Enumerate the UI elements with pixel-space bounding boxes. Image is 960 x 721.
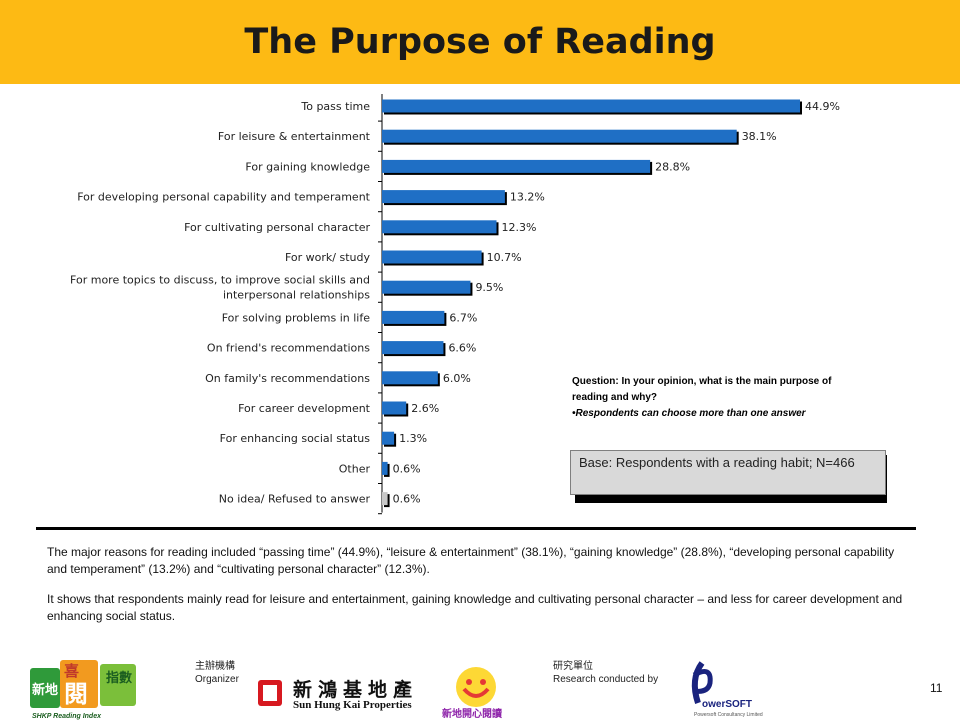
research-label-en: Research conducted by [553, 674, 659, 685]
bar-value-label: 12.3% [502, 221, 537, 234]
shk-name-en: Sun Hung Kai Properties [293, 699, 412, 711]
bar [382, 401, 407, 415]
bar-value-label: 44.9% [805, 100, 840, 113]
category-label: For leisure & entertainment [218, 130, 371, 143]
base-box: Base: Respondents with a reading habit; … [570, 450, 886, 495]
bar-value-label: 6.6% [448, 342, 476, 355]
question-note: •Respondents can choose more than one an… [572, 408, 806, 419]
category-label: For solving problems in life [222, 311, 370, 324]
bar [382, 341, 444, 355]
category-label: For enhancing social status [220, 432, 371, 445]
bar-value-label: 0.6% [393, 493, 421, 506]
summary-paragraph-2: It shows that respondents mainly read fo… [47, 592, 903, 623]
page-title: The Purpose of Reading [244, 22, 716, 62]
category-label: On friend's recommendations [207, 342, 370, 355]
shk-logo-mark-icon [258, 680, 282, 706]
category-label: For cultivating personal character [184, 221, 370, 234]
bar [382, 220, 497, 234]
category-label: No idea/ Refused to answer [219, 493, 371, 506]
page-number: 11 [930, 681, 943, 695]
category-label: For work/ study [285, 251, 371, 264]
bar [382, 129, 737, 143]
summary-text: The major reasons for reading included “… [47, 544, 917, 638]
bar [382, 250, 482, 264]
category-label: Other [339, 462, 371, 475]
bar-value-label: 6.0% [443, 372, 471, 385]
category-label: On family's recommendations [205, 372, 370, 385]
bar [382, 280, 471, 294]
logo-smile-text: 新地開心閱讀 [442, 707, 502, 720]
summary-paragraph-1: The major reasons for reading included “… [47, 545, 895, 576]
footer: 喜 新地 閱 指數 SHKP Reading Index 主辦機構 Organi… [0, 655, 960, 720]
bar [382, 371, 438, 385]
research-label-cn: 研究單位 [553, 661, 593, 672]
category-label: For more topics to discuss, to improve s… [70, 274, 370, 287]
bar [382, 431, 395, 445]
shkp-reading-index-logo: 喜 新地 閱 指數 SHKP Reading Index [28, 660, 140, 720]
bar-value-label: 2.6% [411, 402, 439, 415]
bar [382, 492, 388, 506]
category-label: For career development [238, 402, 371, 415]
logo-ps-sub: Powersoft Consultancy Limited [694, 712, 763, 718]
category-label: interpersonal relationships [223, 289, 370, 302]
bar-value-label: 13.2% [510, 191, 545, 204]
logo-shkp-cn-main: 閱 [64, 681, 88, 708]
question-label: Question: In your opinion, what is the m… [572, 376, 832, 403]
bar-value-label: 10.7% [487, 251, 522, 264]
bar-value-label: 9.5% [475, 281, 503, 294]
shk-name-cn: 新鴻基地產 [293, 679, 419, 701]
category-label: For developing personal capability and t… [77, 191, 370, 204]
bar-value-label: 1.3% [399, 432, 427, 445]
organizer-label-en: Organizer [195, 674, 239, 685]
logo-shkp-en: SHKP Reading Index [32, 713, 102, 720]
logo-ps-text: owerSOFT [702, 699, 752, 710]
bar [382, 159, 651, 173]
title-banner: The Purpose of Reading [0, 0, 960, 84]
research-label: 研究單位 Research conducted by [553, 660, 658, 686]
bar [382, 310, 445, 324]
bar-value-label: 0.6% [393, 462, 421, 475]
logo-shkp-cn-mid: 新地 [32, 682, 58, 697]
organizer-label: 主辦機構 Organizer [195, 660, 239, 686]
category-label: For gaining knowledge [245, 160, 370, 173]
bar-value-label: 28.8% [655, 160, 690, 173]
happy-reading-logo: 新地開心閱讀 [442, 667, 502, 720]
powersoft-logo: owerSOFT Powersoft Consultancy Limited [691, 661, 763, 718]
bar-value-label: 38.1% [742, 130, 777, 143]
question-text: Question: In your opinion, what is the m… [572, 374, 852, 422]
bar-value-label: 6.7% [449, 311, 477, 324]
bar [382, 190, 505, 204]
divider-line [36, 527, 916, 530]
bar [382, 99, 800, 113]
bar [382, 461, 388, 475]
logo-shkp-cn-top: 喜 [64, 662, 79, 680]
organizer-label-cn: 主辦機構 [195, 661, 235, 672]
logo-shkp-cn-side: 指數 [106, 670, 132, 685]
purpose-bar-chart: 44.9% To pass time 38.1% For leisure & ente… [70, 94, 840, 515]
category-label: To pass time [300, 100, 370, 113]
